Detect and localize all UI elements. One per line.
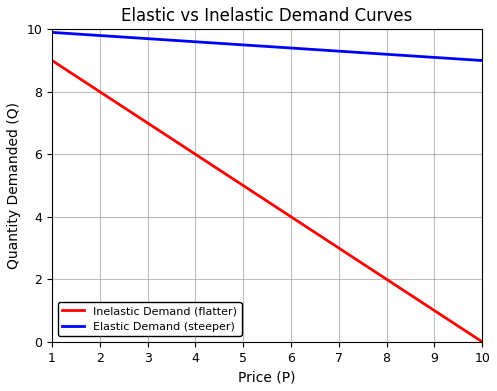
Legend: Inelastic Demand (flatter), Elastic Demand (steeper): Inelastic Demand (flatter), Elastic Dema…	[58, 302, 242, 336]
Title: Elastic vs Inelastic Demand Curves: Elastic vs Inelastic Demand Curves	[121, 7, 413, 25]
Y-axis label: Quantity Demanded (Q): Quantity Demanded (Q)	[7, 102, 21, 269]
X-axis label: Price (P): Price (P)	[239, 370, 296, 384]
